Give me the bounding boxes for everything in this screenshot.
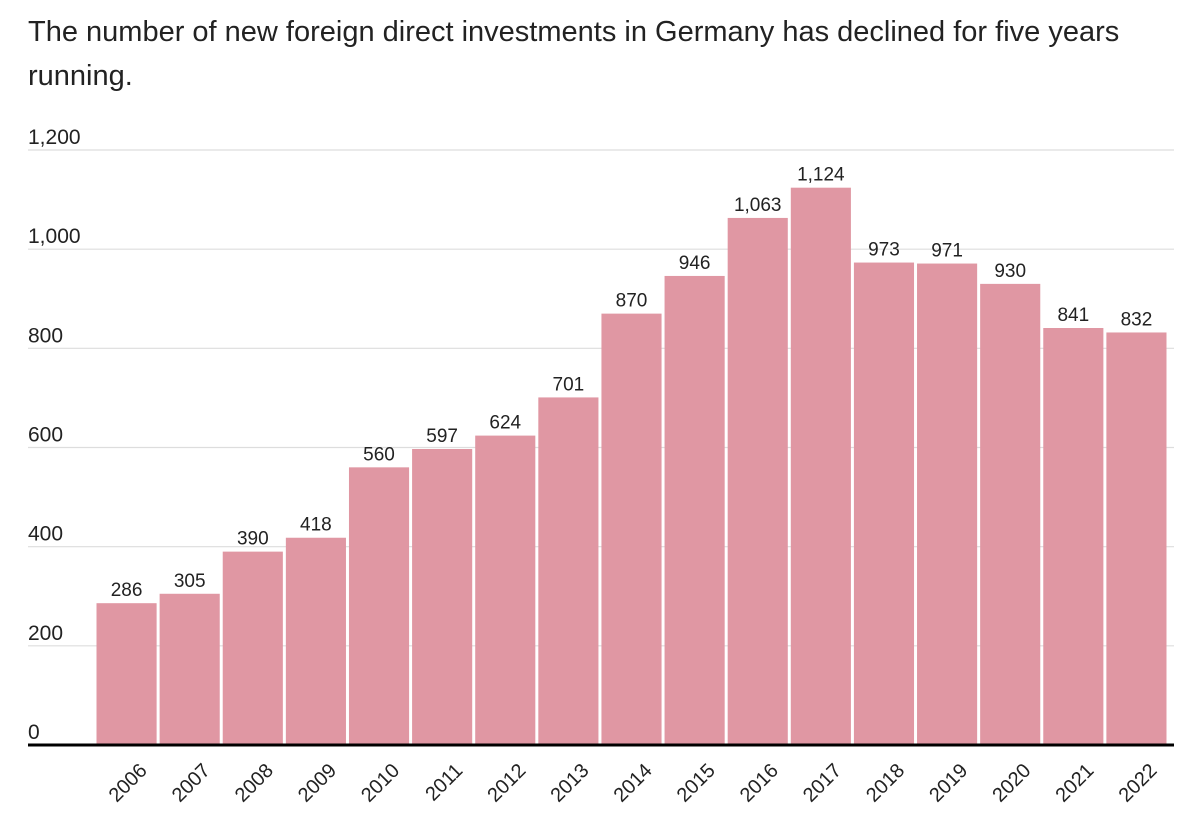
bar-2006 — [96, 603, 157, 745]
bar-2020 — [980, 283, 1041, 745]
bar-2007 — [159, 593, 220, 745]
bar-2018 — [853, 262, 915, 745]
y-tick-label: 400 — [28, 523, 63, 546]
x-axis-ticks: 2006 2007 2008 2009 2010 2011 2012 2013 2014 2015… — [105, 760, 1162, 807]
data-label-2019: 971 — [931, 241, 963, 262]
x-tick-label: 2015 — [673, 760, 720, 807]
data-label-2013: 701 — [553, 374, 585, 395]
bar-2012 — [475, 435, 536, 745]
y-axis-ticks: 0 200 400 600 800 1,000 1,200 — [28, 126, 81, 744]
x-tick-label: 2011 — [421, 760, 467, 806]
x-tick-label: 2022 — [1115, 760, 1162, 807]
data-label-2007: 305 — [174, 571, 206, 592]
x-tick-label: 2009 — [294, 760, 341, 807]
y-tick-label: 200 — [28, 622, 63, 645]
data-label-2016: 1,063 — [734, 195, 782, 216]
x-tick-label: 2013 — [547, 760, 594, 807]
x-tick-label: 2007 — [168, 760, 215, 807]
bars — [96, 187, 1167, 745]
data-label-2017: 1,124 — [797, 165, 845, 186]
x-tick-label: 2014 — [610, 760, 657, 807]
bar-2008 — [222, 551, 283, 745]
data-label-2020: 930 — [994, 261, 1026, 282]
bar-2017 — [790, 187, 851, 745]
x-tick-label: 2006 — [105, 760, 152, 807]
data-label-2015: 946 — [679, 253, 711, 274]
data-labels: 286 305 390 418 560 597 624 701 870 946 1,063 1,124… — [111, 165, 1153, 602]
bar-2021 — [1043, 328, 1104, 745]
data-label-2008: 390 — [237, 529, 269, 550]
x-tick-label: 2019 — [925, 760, 972, 807]
x-tick-label: 2018 — [862, 760, 909, 807]
bar-2010 — [348, 467, 410, 745]
bar-2009 — [285, 537, 346, 745]
data-label-2022: 832 — [1121, 309, 1153, 330]
bar-2015 — [664, 275, 725, 745]
x-tick-label: 2012 — [483, 760, 530, 807]
bar-2014 — [601, 313, 662, 745]
data-label-2018: 973 — [868, 240, 900, 261]
x-tick-label: 2017 — [799, 760, 846, 807]
data-label-2009: 418 — [300, 515, 332, 536]
y-tick-label: 800 — [28, 324, 63, 347]
chart-title: The number of new foreign direct investm… — [28, 16, 1120, 92]
x-tick-label: 2021 — [1051, 760, 1098, 807]
bar-2022 — [1106, 332, 1167, 745]
data-label-2011: 597 — [426, 426, 458, 447]
data-label-2014: 870 — [616, 291, 648, 312]
bar-2016 — [727, 217, 788, 745]
data-label-2006: 286 — [111, 580, 143, 601]
x-tick-label: 2020 — [988, 760, 1035, 807]
x-tick-label: 2016 — [736, 760, 783, 807]
y-tick-label: 0 — [28, 721, 40, 744]
y-tick-label: 1,200 — [28, 126, 81, 149]
x-tick-label: 2008 — [231, 760, 278, 807]
y-tick-label: 1,000 — [28, 225, 81, 248]
y-tick-label: 600 — [28, 424, 63, 447]
bar-2013 — [538, 397, 599, 745]
bar-2019 — [917, 263, 978, 745]
data-label-2021: 841 — [1057, 305, 1089, 326]
data-label-2012: 624 — [489, 413, 521, 434]
x-tick-label: 2010 — [357, 760, 404, 807]
bar-2011 — [412, 448, 473, 745]
data-label-2010: 560 — [363, 444, 395, 465]
